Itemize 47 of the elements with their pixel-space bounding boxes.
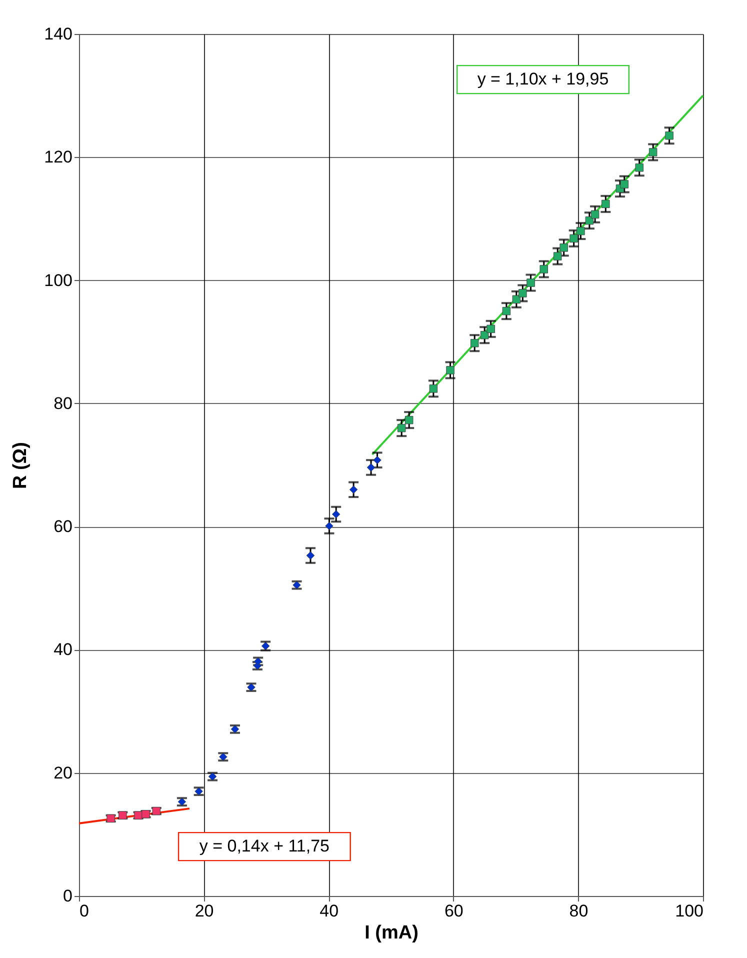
point bbox=[576, 226, 585, 236]
x-tick-label: 40 bbox=[320, 902, 339, 920]
point bbox=[446, 366, 454, 374]
x-axis-title: I (mA) bbox=[364, 922, 418, 944]
point bbox=[325, 522, 334, 530]
point bbox=[366, 463, 376, 472]
annotation: y = 1,10x + 19,95 bbox=[477, 70, 609, 89]
y-tick-label: 140 bbox=[44, 24, 72, 44]
point bbox=[397, 424, 406, 432]
point bbox=[560, 244, 568, 252]
point bbox=[665, 131, 674, 140]
y-tick-label: 80 bbox=[54, 394, 72, 413]
point bbox=[602, 200, 610, 208]
point bbox=[518, 289, 527, 298]
point bbox=[585, 216, 594, 225]
point bbox=[648, 148, 658, 156]
point bbox=[502, 306, 511, 316]
y-tick-label: 0 bbox=[63, 886, 72, 906]
point bbox=[635, 163, 644, 172]
y-tick-label: 20 bbox=[54, 763, 72, 782]
point bbox=[540, 265, 548, 274]
y-tick-label: 40 bbox=[54, 640, 72, 660]
point bbox=[373, 456, 382, 464]
annotation: y = 0,14x + 11,75 bbox=[199, 836, 330, 856]
point bbox=[620, 180, 628, 188]
y-tick-label: 60 bbox=[54, 517, 72, 536]
x-tick-label: 60 bbox=[444, 902, 464, 920]
point bbox=[470, 338, 479, 348]
point bbox=[526, 278, 535, 287]
x-tick-label: 80 bbox=[569, 902, 588, 920]
x-tick-label: 20 bbox=[194, 902, 214, 920]
x-tick-label: 100 bbox=[675, 902, 704, 920]
y-tick-label: 100 bbox=[44, 270, 72, 290]
point bbox=[306, 551, 315, 560]
point bbox=[512, 295, 521, 304]
x-tick-label: 0 bbox=[80, 902, 89, 920]
point bbox=[404, 416, 414, 424]
point bbox=[486, 324, 495, 334]
point bbox=[590, 210, 600, 219]
point bbox=[429, 384, 438, 393]
y-axis-title: R (Ω) bbox=[10, 442, 32, 489]
point bbox=[570, 234, 578, 243]
point bbox=[480, 330, 489, 340]
point bbox=[349, 486, 358, 494]
point bbox=[332, 510, 340, 518]
y-tick-label: 120 bbox=[44, 148, 72, 167]
point bbox=[553, 252, 562, 260]
